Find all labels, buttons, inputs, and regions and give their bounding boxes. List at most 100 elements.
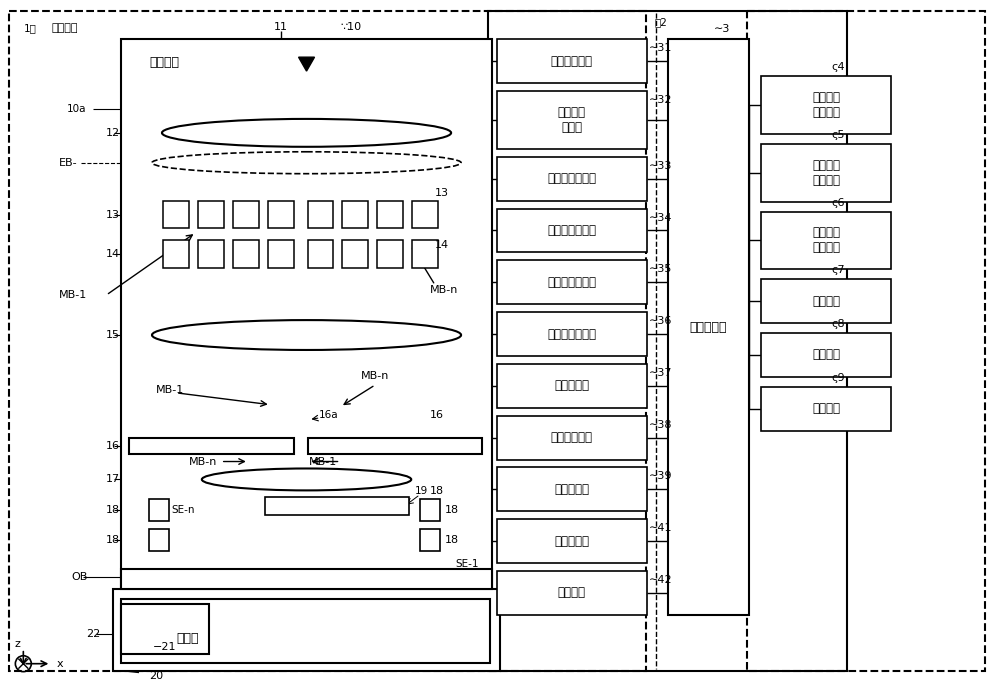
Bar xyxy=(308,240,333,269)
Text: 电子镜筒: 电子镜筒 xyxy=(149,56,179,69)
Text: 试样室: 试样室 xyxy=(176,632,198,645)
Bar xyxy=(163,240,189,269)
Text: 18: 18 xyxy=(445,506,459,515)
Text: 18: 18 xyxy=(106,506,120,515)
Text: ς6: ς6 xyxy=(831,197,845,208)
Text: 预照射图
存储装置: 预照射图 存储装置 xyxy=(812,227,840,254)
Text: ∼41: ∼41 xyxy=(649,523,672,533)
Text: 12: 12 xyxy=(106,128,120,138)
Bar xyxy=(497,91,647,149)
Text: ∼39: ∼39 xyxy=(649,471,672,482)
Bar xyxy=(497,416,647,460)
Text: 限制孔径控制部: 限制孔径控制部 xyxy=(547,327,596,340)
Text: 17: 17 xyxy=(106,475,120,484)
Text: 14: 14 xyxy=(106,249,120,260)
Bar xyxy=(342,240,368,269)
Text: 图像生成部: 图像生成部 xyxy=(554,535,589,548)
Text: −21: −21 xyxy=(153,642,176,651)
Bar xyxy=(420,530,440,551)
Text: ∵10: ∵10 xyxy=(340,23,362,32)
Bar xyxy=(377,240,403,269)
Text: 15: 15 xyxy=(106,330,120,340)
Text: ∼34: ∼34 xyxy=(649,212,672,223)
Text: ς7: ς7 xyxy=(831,265,845,275)
Bar xyxy=(761,387,891,431)
Bar xyxy=(497,157,647,201)
Text: 控制计算机: 控制计算机 xyxy=(690,321,727,334)
Text: MB-1: MB-1 xyxy=(156,385,184,395)
Bar xyxy=(761,212,891,269)
Text: 16: 16 xyxy=(430,410,444,420)
Text: 10a: 10a xyxy=(67,104,86,114)
Text: 16: 16 xyxy=(106,440,120,451)
Bar xyxy=(149,499,169,521)
Bar xyxy=(121,604,209,653)
Bar xyxy=(668,39,749,615)
Text: 20: 20 xyxy=(149,671,163,681)
Text: MB-n: MB-n xyxy=(360,371,389,381)
Text: MB-1: MB-1 xyxy=(309,456,337,466)
Polygon shape xyxy=(299,57,315,71)
Text: ∼31: ∼31 xyxy=(649,43,672,53)
Text: ∼38: ∼38 xyxy=(649,420,672,429)
Text: ς8: ς8 xyxy=(831,319,845,329)
Text: 11: 11 xyxy=(274,23,288,32)
Text: x: x xyxy=(56,659,63,669)
Bar xyxy=(412,240,438,269)
Bar xyxy=(308,438,482,453)
Text: 19: 19 xyxy=(415,486,428,497)
Text: 存储装置: 存储装置 xyxy=(812,295,840,308)
Bar xyxy=(412,201,438,229)
Text: 13: 13 xyxy=(435,188,449,197)
Bar xyxy=(265,497,409,515)
Text: 22: 22 xyxy=(86,629,100,639)
Text: ς4: ς4 xyxy=(831,62,845,72)
Bar xyxy=(149,530,169,551)
Bar xyxy=(497,467,647,511)
Text: 检查机构: 检查机构 xyxy=(51,23,78,34)
Bar xyxy=(233,201,259,229)
Text: 偏转器控制部: 偏转器控制部 xyxy=(551,431,593,444)
Ellipse shape xyxy=(152,320,461,350)
Text: 照明透镜
控制部: 照明透镜 控制部 xyxy=(558,106,586,134)
Ellipse shape xyxy=(202,469,411,490)
Bar xyxy=(420,499,440,521)
Bar xyxy=(377,201,403,229)
Bar xyxy=(761,333,891,377)
Bar xyxy=(497,571,647,615)
Text: 台控制部: 台控制部 xyxy=(558,586,586,599)
Bar xyxy=(121,39,492,593)
Bar xyxy=(747,12,985,671)
Bar xyxy=(129,438,294,453)
Bar xyxy=(9,12,646,671)
Text: ∼36: ∼36 xyxy=(649,316,672,326)
Bar xyxy=(268,201,294,229)
Bar xyxy=(233,240,259,269)
Bar xyxy=(497,260,647,304)
Text: 输入装置: 输入装置 xyxy=(812,402,840,415)
Text: 材质信息
存储装置: 材质信息 存储装置 xyxy=(812,159,840,187)
Ellipse shape xyxy=(162,119,451,147)
Text: ∼35: ∼35 xyxy=(649,264,672,274)
Bar xyxy=(497,208,647,252)
Text: 16a: 16a xyxy=(319,410,338,420)
Bar xyxy=(121,599,490,662)
Bar xyxy=(497,39,647,83)
Bar xyxy=(113,589,500,671)
Text: EB-: EB- xyxy=(59,158,78,168)
Text: 信号处理部: 信号处理部 xyxy=(554,483,589,496)
Text: z: z xyxy=(14,639,20,649)
Text: 电子枪控制部: 电子枪控制部 xyxy=(551,55,593,68)
Text: MB-n: MB-n xyxy=(189,456,217,466)
Bar xyxy=(497,364,647,408)
Bar xyxy=(488,12,847,671)
Text: 14: 14 xyxy=(435,240,449,251)
Bar xyxy=(198,240,224,269)
Bar xyxy=(761,279,891,323)
Text: 18: 18 xyxy=(445,535,459,545)
Bar xyxy=(121,569,492,589)
Bar xyxy=(761,76,891,134)
Text: MB-1: MB-1 xyxy=(59,290,87,300)
Text: 消隐孔径控制部: 消隐孔径控制部 xyxy=(547,224,596,237)
Text: ～2: ～2 xyxy=(655,17,667,27)
